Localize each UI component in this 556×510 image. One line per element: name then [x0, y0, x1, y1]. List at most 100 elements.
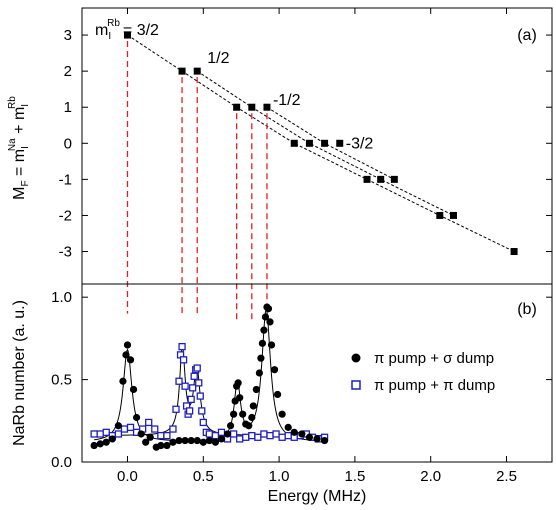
- pi-dump-point: [195, 379, 203, 387]
- y-tick-label: -2: [59, 207, 72, 224]
- y-tick-label: 3: [64, 27, 72, 44]
- sigma-dump-point: [126, 356, 135, 364]
- sigma-dump-point: [267, 341, 276, 349]
- sigma-dump-point: [260, 326, 268, 334]
- sigma-dump-point: [181, 436, 189, 445]
- pi-dump-point: [272, 430, 280, 438]
- sigma-dump-point: [129, 385, 138, 394]
- sigma-dump-point: [313, 435, 321, 443]
- sigma-dump-point: [217, 435, 226, 443]
- dashed-chain: [127, 34, 515, 252]
- legend-marker-pi: [351, 380, 361, 390]
- sigma-dump-point: [239, 410, 247, 418]
- fit-curves: [94, 308, 324, 442]
- sigma-dump-point: [305, 433, 314, 441]
- pi-dump-point: [205, 430, 214, 438]
- pi-dump-point: [126, 423, 135, 432]
- sigma-dump-point: [157, 441, 165, 450]
- sigma-dump-point: [234, 379, 242, 387]
- hyperfine-levels: [123, 31, 518, 256]
- x-tick-label: 1.5: [344, 468, 365, 485]
- level-marker: [248, 103, 256, 111]
- pi-dump-point: [163, 431, 171, 440]
- y-tick-label: 1: [64, 99, 72, 116]
- sigma-dump-point: [290, 428, 298, 436]
- sigma-dump-point: [96, 440, 104, 448]
- panel-a-label: (a): [517, 27, 537, 44]
- y-tick-label: -1: [59, 171, 72, 188]
- annotation-mi-rb: mIRb = 3/2: [95, 18, 159, 42]
- sigma-dump-point: [278, 410, 286, 418]
- x-tick-label: 1.0: [269, 468, 290, 485]
- sigma-dump-point: [175, 436, 183, 445]
- y-tick-label: -3: [59, 244, 72, 261]
- sigma-dump-point: [137, 430, 145, 438]
- data-points: [90, 303, 329, 451]
- pi-dump-point: [96, 430, 104, 438]
- pi-dump-point: [229, 430, 238, 438]
- pi-dump-point: [185, 407, 194, 415]
- y-tick-label: 2: [64, 63, 72, 80]
- pi-dump-point: [217, 428, 226, 436]
- sigma-dump-point: [199, 438, 207, 446]
- annotation-mi-3: -3/2: [346, 135, 374, 152]
- sigma-dump-point: [270, 366, 279, 374]
- pi-dump-point: [254, 433, 262, 441]
- pi-dump-point: [90, 430, 98, 438]
- level-chains: [127, 34, 515, 252]
- fit-curve-sigma: [94, 308, 324, 442]
- sigma-dump-point: [193, 436, 201, 445]
- sigma-dump-point: [261, 313, 270, 321]
- sigma-dump-point: [122, 351, 130, 359]
- sigma-dump-point: [223, 430, 232, 438]
- pi-dump-point: [198, 407, 206, 415]
- panel-b-y-axis-label: NaRb number (a. u.): [11, 300, 28, 446]
- pi-dump-point: [157, 431, 165, 440]
- panel-b: (b) 0.0 0.5 1.0 0.0 0.5 1.0 1.5 2.0 2.5 π pump …: [11, 8, 553, 505]
- sigma-dump-point: [249, 402, 257, 410]
- x-axis-label: Energy (MHz): [268, 488, 367, 505]
- y-tick-label: 0: [64, 135, 72, 152]
- level-marker: [305, 139, 313, 147]
- pi-dump-point: [187, 395, 195, 404]
- level-marker: [390, 175, 398, 183]
- legend: π pump + σ dump π pump + π dump: [351, 350, 495, 394]
- pi-dump-point: [178, 342, 186, 351]
- pi-dump-point: [193, 364, 201, 372]
- dashed-chain: [266, 106, 395, 180]
- pi-dump-point: [189, 384, 197, 392]
- sigma-dump-point: [226, 422, 235, 430]
- pi-dump-point: [102, 428, 110, 436]
- pi-dump-point: [145, 418, 153, 427]
- level-marker: [377, 175, 385, 183]
- level-marker: [123, 31, 131, 39]
- legend-marker-sigma: [351, 353, 361, 363]
- sigma-dump-point: [252, 385, 260, 394]
- sigma-dump-point: [211, 438, 220, 446]
- sigma-dump-point: [273, 390, 282, 399]
- pi-dump-point: [266, 431, 274, 440]
- sigma-dump-point: [248, 413, 256, 422]
- sigma-dump-point: [142, 438, 150, 446]
- sigma-dump-point: [245, 422, 253, 430]
- pi-dump-point: [248, 431, 256, 440]
- level-annotations: mIRb = 3/2 1/2 -1/2 -3/2: [95, 18, 373, 152]
- pi-dump-point: [169, 425, 177, 433]
- pi-dump-point: [190, 372, 198, 380]
- level-marker: [510, 248, 518, 256]
- pi-dump-point: [114, 430, 123, 438]
- panel-b-y-axis: 0.0 0.5 1.0: [51, 289, 552, 471]
- sigma-dump-point: [266, 318, 274, 326]
- sigma-dump-point: [236, 394, 244, 402]
- pi-dump-point: [196, 392, 204, 400]
- annotation-mi-1: 1/2: [207, 50, 229, 67]
- pi-dump-point: [181, 382, 189, 390]
- sigma-dump-point: [230, 410, 238, 418]
- sigma-dump-point: [205, 436, 213, 445]
- pi-dump-point: [120, 425, 129, 433]
- panel-b-frame: [81, 283, 553, 463]
- x-tick-label: 0.5: [193, 468, 214, 485]
- sigma-dump-point: [123, 341, 132, 349]
- level-marker: [336, 139, 344, 147]
